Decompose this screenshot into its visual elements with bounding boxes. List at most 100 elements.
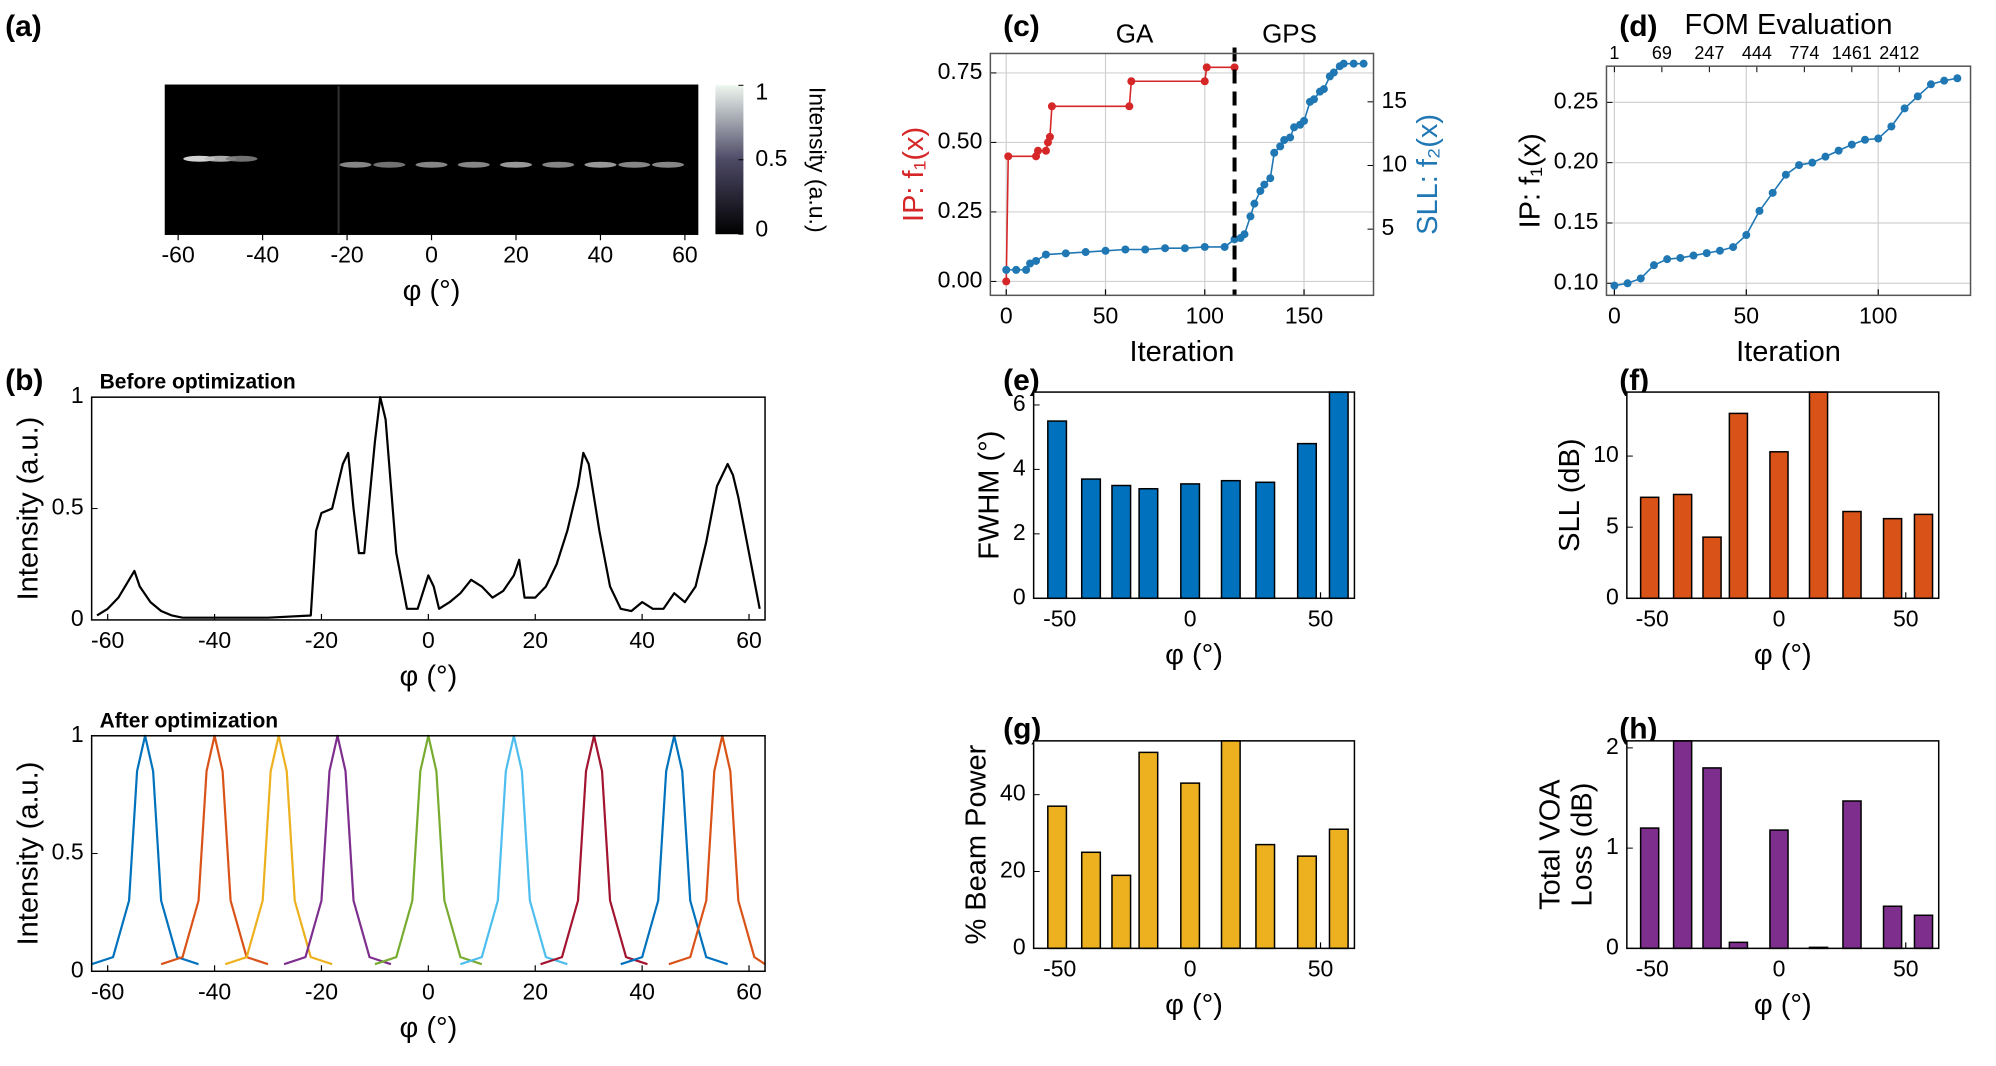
bar xyxy=(1328,391,1349,600)
data-point xyxy=(1041,146,1050,155)
colorbar-tick-label: 0 xyxy=(755,215,768,241)
data-point xyxy=(1821,152,1830,161)
y-tick-label: 0 xyxy=(1013,583,1026,609)
data-point xyxy=(1200,242,1209,251)
bar xyxy=(1842,800,1862,950)
y-tick-label: 0 xyxy=(1606,933,1619,959)
chart-title: After optimization xyxy=(100,709,279,732)
plot-area xyxy=(91,397,766,620)
bar xyxy=(1220,479,1241,600)
bar xyxy=(1220,740,1241,950)
intensity-spot xyxy=(225,155,258,162)
bar xyxy=(1080,851,1102,950)
data-point xyxy=(1161,244,1170,253)
x-tick-label: 50 xyxy=(1893,605,1919,631)
chart-8: -50 0 50 0 1 2 φ (°) Total VOA Loss (dB) xyxy=(1535,733,1940,1021)
x-tick-label: 40 xyxy=(588,241,614,267)
chart-title: Before optimization xyxy=(100,371,296,394)
x-tick-label: -20 xyxy=(305,978,338,1004)
intensity-spot xyxy=(457,161,490,168)
data-point xyxy=(1339,59,1348,68)
y-axis-label: FWHM (°) xyxy=(974,431,1006,560)
y-axis-label: IP: f₁(x) xyxy=(898,127,930,222)
bar xyxy=(1255,481,1276,600)
data-point xyxy=(1702,249,1711,258)
data-point xyxy=(1755,206,1764,215)
axes-frame xyxy=(1032,391,1356,600)
panel-label: (e) xyxy=(1003,364,1040,397)
y-tick-label: 40 xyxy=(1000,780,1026,806)
x-tick-label: 60 xyxy=(736,978,762,1004)
y-axis-label: Total VOA xyxy=(1535,779,1567,910)
data-point xyxy=(1045,132,1054,141)
panel-label: (b) xyxy=(5,364,43,397)
chart-4: 0 50 100 1 69 247 444 774 1461 2412 0.10 0.15 0.20 0.… xyxy=(1514,9,1972,368)
bar xyxy=(1296,855,1318,950)
data-point xyxy=(1061,249,1070,258)
x-tick-label: 0 xyxy=(425,241,438,267)
colorbar-tick-label: 0.5 xyxy=(755,145,787,171)
y2-tick-label: 10 xyxy=(1382,151,1408,177)
x-tick-label: 0 xyxy=(422,627,435,653)
data-point xyxy=(1260,180,1269,189)
chart-6: -50 0 50 0 5 10 φ (°) SLL (dB) xyxy=(1554,391,1940,671)
x-tick-label: -40 xyxy=(198,627,231,653)
x-tick-label: 40 xyxy=(629,978,655,1004)
data-point xyxy=(1309,95,1318,104)
bar xyxy=(1080,478,1102,600)
data-point xyxy=(1887,122,1896,131)
x-axis-label: Iteration xyxy=(1736,336,1841,368)
data-point xyxy=(1768,188,1777,197)
data-point xyxy=(1101,246,1110,255)
annotation: GA xyxy=(1116,18,1154,48)
y-axis-label: IP: f₁(x) xyxy=(1514,133,1546,228)
data-point xyxy=(1636,274,1645,283)
axes-frame xyxy=(164,84,699,235)
y-axis-label: Loss (dB) xyxy=(1567,783,1599,907)
panel-label: (a) xyxy=(5,10,42,43)
bar xyxy=(1728,412,1749,600)
data-point xyxy=(1002,277,1011,286)
y-tick-label: 0.25 xyxy=(1554,87,1599,113)
x-tick-label: 40 xyxy=(629,627,655,653)
axes-frame xyxy=(90,735,766,973)
bar xyxy=(1639,496,1660,600)
data-point xyxy=(1012,265,1021,274)
y-tick-label: 1 xyxy=(71,721,84,747)
data-point xyxy=(1623,279,1632,288)
y2-axis-label: SLL: f₂(x) xyxy=(1412,114,1444,235)
x-tick-label: -60 xyxy=(91,978,124,1004)
x-tick-label: 50 xyxy=(1308,955,1334,981)
x2-tick-label: 69 xyxy=(1652,43,1672,63)
x2-tick-label: 247 xyxy=(1694,43,1724,63)
panel-label: (d) xyxy=(1619,10,1657,43)
y-tick-label: 1 xyxy=(71,382,84,408)
x-axis-label: φ (°) xyxy=(403,275,461,307)
data-point xyxy=(1300,116,1309,125)
intensity-spot xyxy=(373,161,406,168)
axes-frame xyxy=(1032,740,1356,950)
axes-frame xyxy=(989,52,1375,297)
panel-label: (f) xyxy=(1619,364,1649,397)
axes-frame xyxy=(90,396,766,621)
data-point xyxy=(1041,250,1050,259)
x-tick-label: -20 xyxy=(330,241,363,267)
y-tick-label: 2 xyxy=(1606,733,1619,759)
data-point xyxy=(1246,212,1255,221)
bar xyxy=(1769,451,1789,600)
y-axis-label: Intensity (a.u.) xyxy=(12,417,44,601)
y-axis-label: SLL (dB) xyxy=(1554,438,1586,551)
x-axis-label: Iteration xyxy=(1130,336,1235,368)
data-point xyxy=(1250,199,1259,208)
x-tick-label: -50 xyxy=(1636,955,1669,981)
y-tick-label: 0 xyxy=(1606,583,1619,609)
x-axis-label: φ (°) xyxy=(399,661,457,693)
y-axis-label: % Beam Power xyxy=(961,744,993,944)
y-axis-label: Intensity (a.u.) xyxy=(12,762,44,946)
data-point xyxy=(1953,74,1962,83)
x-tick-label: 0 xyxy=(1000,302,1013,328)
data-point xyxy=(1715,246,1724,255)
data-point xyxy=(1256,186,1265,195)
x-axis-label: φ (°) xyxy=(1165,639,1223,671)
x2-axis-label: FOM Evaluation xyxy=(1685,9,1893,41)
